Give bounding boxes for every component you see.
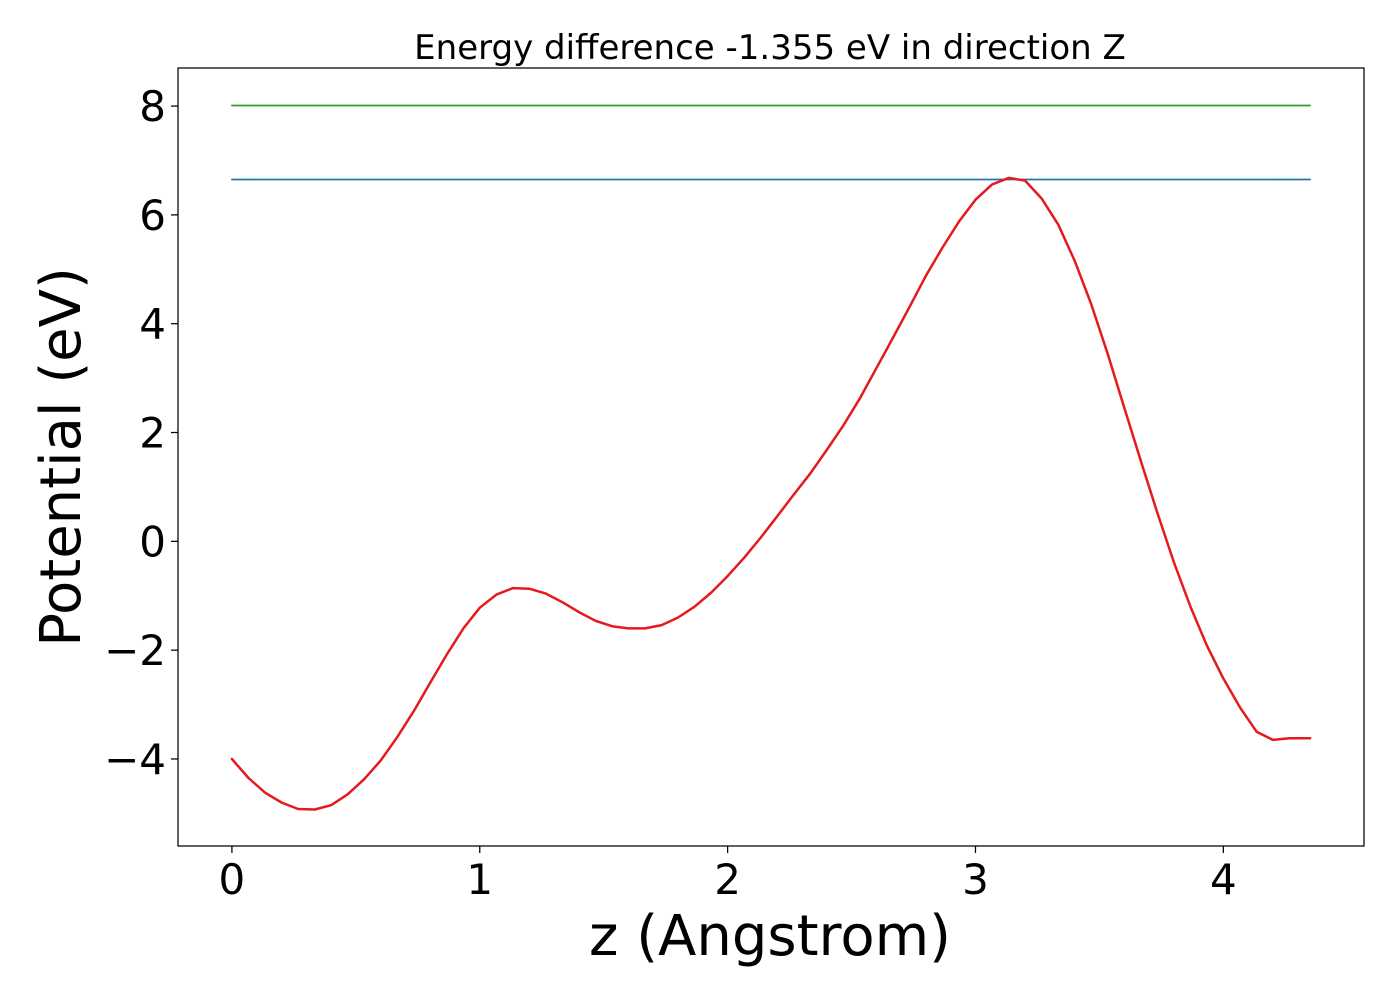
- y-axis-ticks: −4 −2 0 2 4 6 8: [104, 82, 178, 784]
- y-tick-label: 8: [139, 82, 166, 131]
- plot-area-frame: [177, 67, 1365, 847]
- x-tick-label: 3: [962, 855, 989, 904]
- chart-title: Energy difference -1.355 eV in direction…: [414, 28, 1126, 68]
- x-tick-label: 2: [714, 855, 741, 904]
- potential-curve: [230, 176, 1312, 811]
- x-tick-label: 0: [219, 855, 246, 904]
- y-axis-label: Potential (eV): [29, 267, 94, 647]
- y-tick-label: −2: [104, 626, 166, 675]
- y-tick-label: 2: [139, 409, 166, 458]
- x-tick-label: 4: [1210, 855, 1237, 904]
- x-tick-label: 1: [466, 855, 493, 904]
- y-tick-label: 6: [139, 191, 166, 240]
- y-tick-label: 0: [139, 517, 166, 566]
- y-tick-label: 4: [139, 300, 166, 349]
- x-axis-label: z (Angstrom): [589, 904, 951, 969]
- x-axis-ticks: 0 1 2 3 4: [219, 846, 1237, 904]
- y-tick-label: −4: [104, 735, 166, 784]
- series-layer: [230, 104, 1312, 811]
